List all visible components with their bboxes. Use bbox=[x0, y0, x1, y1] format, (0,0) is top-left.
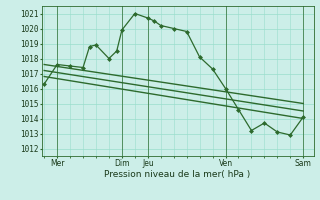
X-axis label: Pression niveau de la mer( hPa ): Pression niveau de la mer( hPa ) bbox=[104, 170, 251, 179]
